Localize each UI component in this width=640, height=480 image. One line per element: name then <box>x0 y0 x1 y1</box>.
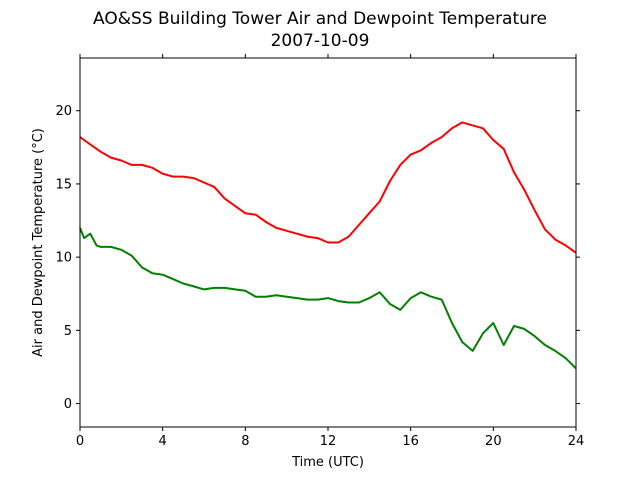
x-tick-label: 12 <box>320 434 337 449</box>
x-tick-label: 24 <box>568 434 585 449</box>
y-tick-label: 15 <box>55 177 72 192</box>
plot-frame <box>79 57 577 428</box>
y-tick-label: 0 <box>64 397 72 412</box>
y-tick-label: 10 <box>55 251 72 266</box>
chart-subtitle: 2007-10-09 <box>271 31 370 51</box>
x-tick-label: 16 <box>402 434 419 449</box>
chart-title: AO&SS Building Tower Air and Dewpoint Te… <box>93 9 547 29</box>
x-tick-label: 20 <box>485 434 502 449</box>
x-axis-label: Time (UTC) <box>291 455 364 470</box>
series-line-1 <box>79 227 577 370</box>
y-tick-label: 20 <box>55 104 72 119</box>
x-tick-label: 4 <box>159 434 167 449</box>
y-tick-label: 5 <box>64 324 72 339</box>
x-tick-label: 0 <box>76 434 84 449</box>
y-axis-label: Air and Dewpoint Temperature (°C) <box>31 128 46 357</box>
series-line-0 <box>79 121 577 254</box>
ticks-layer: 0 4 8 12 16 20 24 0 5 10 15 20 <box>55 54 584 449</box>
x-tick-label: 8 <box>241 434 249 449</box>
series-layer <box>79 121 577 370</box>
